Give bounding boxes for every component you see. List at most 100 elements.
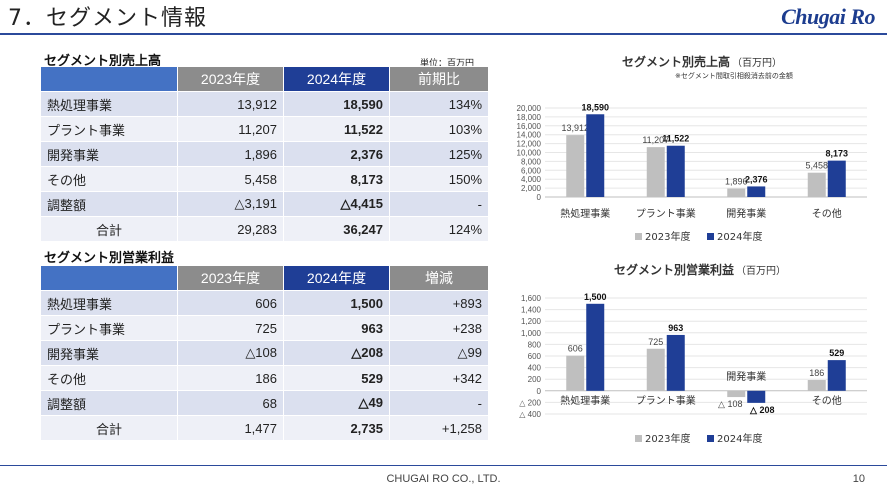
y-tick-label: 1,600: [521, 294, 542, 303]
value-2023: 13,912: [177, 91, 284, 117]
table-header-cell: 2024年度: [283, 66, 390, 92]
value-2024: △208: [283, 340, 390, 366]
table-row: 熱処理事業 13,912 18,590 134%: [40, 91, 489, 117]
bar: [747, 186, 766, 197]
table-header-cell: [40, 265, 178, 291]
row-label: プラント事業: [40, 315, 178, 341]
bar: [566, 355, 585, 391]
chart-title-unit: （百万円）: [732, 57, 782, 69]
chart-title-unit: （百万円）: [736, 265, 786, 277]
y-tick-label: 10,000: [517, 149, 542, 158]
value-2024: 963: [283, 315, 390, 341]
chart-title: セグメント別営業利益: [614, 262, 734, 277]
value-2023: 1,896: [177, 141, 284, 167]
table-row: 調整額 △3,191 △4,415 -: [40, 191, 489, 217]
y-tick-label: 600: [528, 352, 542, 361]
legend-swatch: [707, 233, 714, 240]
total-2023: 1,477: [177, 415, 284, 441]
row-label: 調整額: [40, 191, 178, 217]
legend-label: 2023年度: [645, 230, 690, 243]
y-tick-label: 0: [537, 387, 542, 396]
y-tick-label: 8,000: [521, 157, 542, 166]
x-category-label: 熱処理事業: [560, 207, 610, 220]
row-label: 熱処理事業: [40, 290, 178, 316]
table-header-cell: 前期比: [389, 66, 489, 92]
bar: [646, 348, 665, 391]
value-change: -: [389, 191, 489, 217]
page-title: 7．セグメント情報: [8, 6, 207, 31]
value-2023: 725: [177, 315, 284, 341]
y-tick-label: 0: [537, 193, 542, 202]
legend-label: 2023年度: [645, 432, 690, 445]
y-tick-label: 4,000: [521, 175, 542, 184]
value-2024: 18,590: [283, 91, 390, 117]
bar: [747, 390, 766, 403]
value-2024: △49: [283, 390, 390, 416]
data-label: 2,376: [745, 174, 768, 184]
table-row: 調整額 68 △49 -: [40, 390, 489, 416]
table-total-row: 合計 29,283 36,247 124%: [40, 216, 489, 242]
y-tick-label: 14,000: [517, 131, 542, 140]
table-row: プラント事業 11,207 11,522 103%: [40, 116, 489, 142]
value-2023: 606: [177, 290, 284, 316]
row-label: 調整額: [40, 390, 178, 416]
total-change: +1,258: [389, 415, 489, 441]
data-label: 1,500: [584, 292, 607, 302]
page-number: 10: [852, 473, 865, 485]
value-change: 150%: [389, 166, 489, 192]
x-category-label: プラント事業: [636, 394, 696, 407]
x-category-label: その他: [812, 394, 842, 407]
value-2023: △108: [177, 340, 284, 366]
legend-swatch: [635, 233, 642, 240]
y-tick-label: 2,000: [521, 184, 542, 193]
y-tick-label: △ 200: [519, 398, 541, 407]
y-tick-label: 12,000: [517, 140, 542, 149]
value-2024: 1,500: [283, 290, 390, 316]
data-label: 529: [829, 348, 844, 358]
value-2023: 186: [177, 365, 284, 391]
table-header-row: 2023年度 2024年度 前期比: [40, 66, 489, 92]
total-label: 合計: [40, 216, 178, 242]
legend-swatch: [635, 435, 642, 442]
legend-label: 2024年度: [717, 230, 762, 243]
table-total-row: 合計 1,477 2,735 +1,258: [40, 415, 489, 441]
table-header-cell: 2024年度: [283, 265, 390, 291]
row-label: 開発事業: [40, 141, 178, 167]
bar: [727, 390, 746, 398]
value-2023: 5,458: [177, 166, 284, 192]
value-change: 125%: [389, 141, 489, 167]
data-label: 11,207: [642, 135, 669, 145]
value-change: △99: [389, 340, 489, 366]
profit-table-title: セグメント別営業利益: [44, 251, 175, 266]
data-label: 11,522: [662, 134, 689, 144]
y-tick-label: 1,400: [521, 306, 542, 315]
data-label: 186: [809, 368, 824, 378]
value-change: 103%: [389, 116, 489, 142]
data-label: 963: [668, 323, 683, 333]
value-2024: 11,522: [283, 116, 390, 142]
chart-subtitle: ※セグメント間取引相殺消去前の金額: [675, 71, 793, 80]
legend-label: 2024年度: [717, 432, 762, 445]
table-row: 開発事業 1,896 2,376 125%: [40, 141, 489, 167]
company-logo: Chugai Ro: [781, 4, 875, 29]
value-change: +238: [389, 315, 489, 341]
bar: [586, 303, 605, 391]
data-label: △ 108: [718, 399, 742, 409]
value-change: -: [389, 390, 489, 416]
x-category-label: 熱処理事業: [560, 394, 610, 407]
y-tick-label: 20,000: [517, 104, 542, 113]
y-tick-label: 6,000: [521, 166, 542, 175]
value-2023: 11,207: [177, 116, 284, 142]
bar: [666, 145, 685, 197]
value-change: 134%: [389, 91, 489, 117]
data-label: 8,173: [825, 149, 848, 159]
data-label: 5,458: [805, 161, 828, 171]
table-header-cell: 増減: [389, 265, 489, 291]
data-label: 606: [568, 344, 583, 354]
data-label: 725: [648, 337, 663, 347]
row-label: プラント事業: [40, 116, 178, 142]
unit-label: 単位：百万円: [420, 59, 475, 69]
table-row: 開発事業 △108 △208 △99: [40, 340, 489, 366]
value-change: +893: [389, 290, 489, 316]
value-2024: 2,376: [283, 141, 390, 167]
